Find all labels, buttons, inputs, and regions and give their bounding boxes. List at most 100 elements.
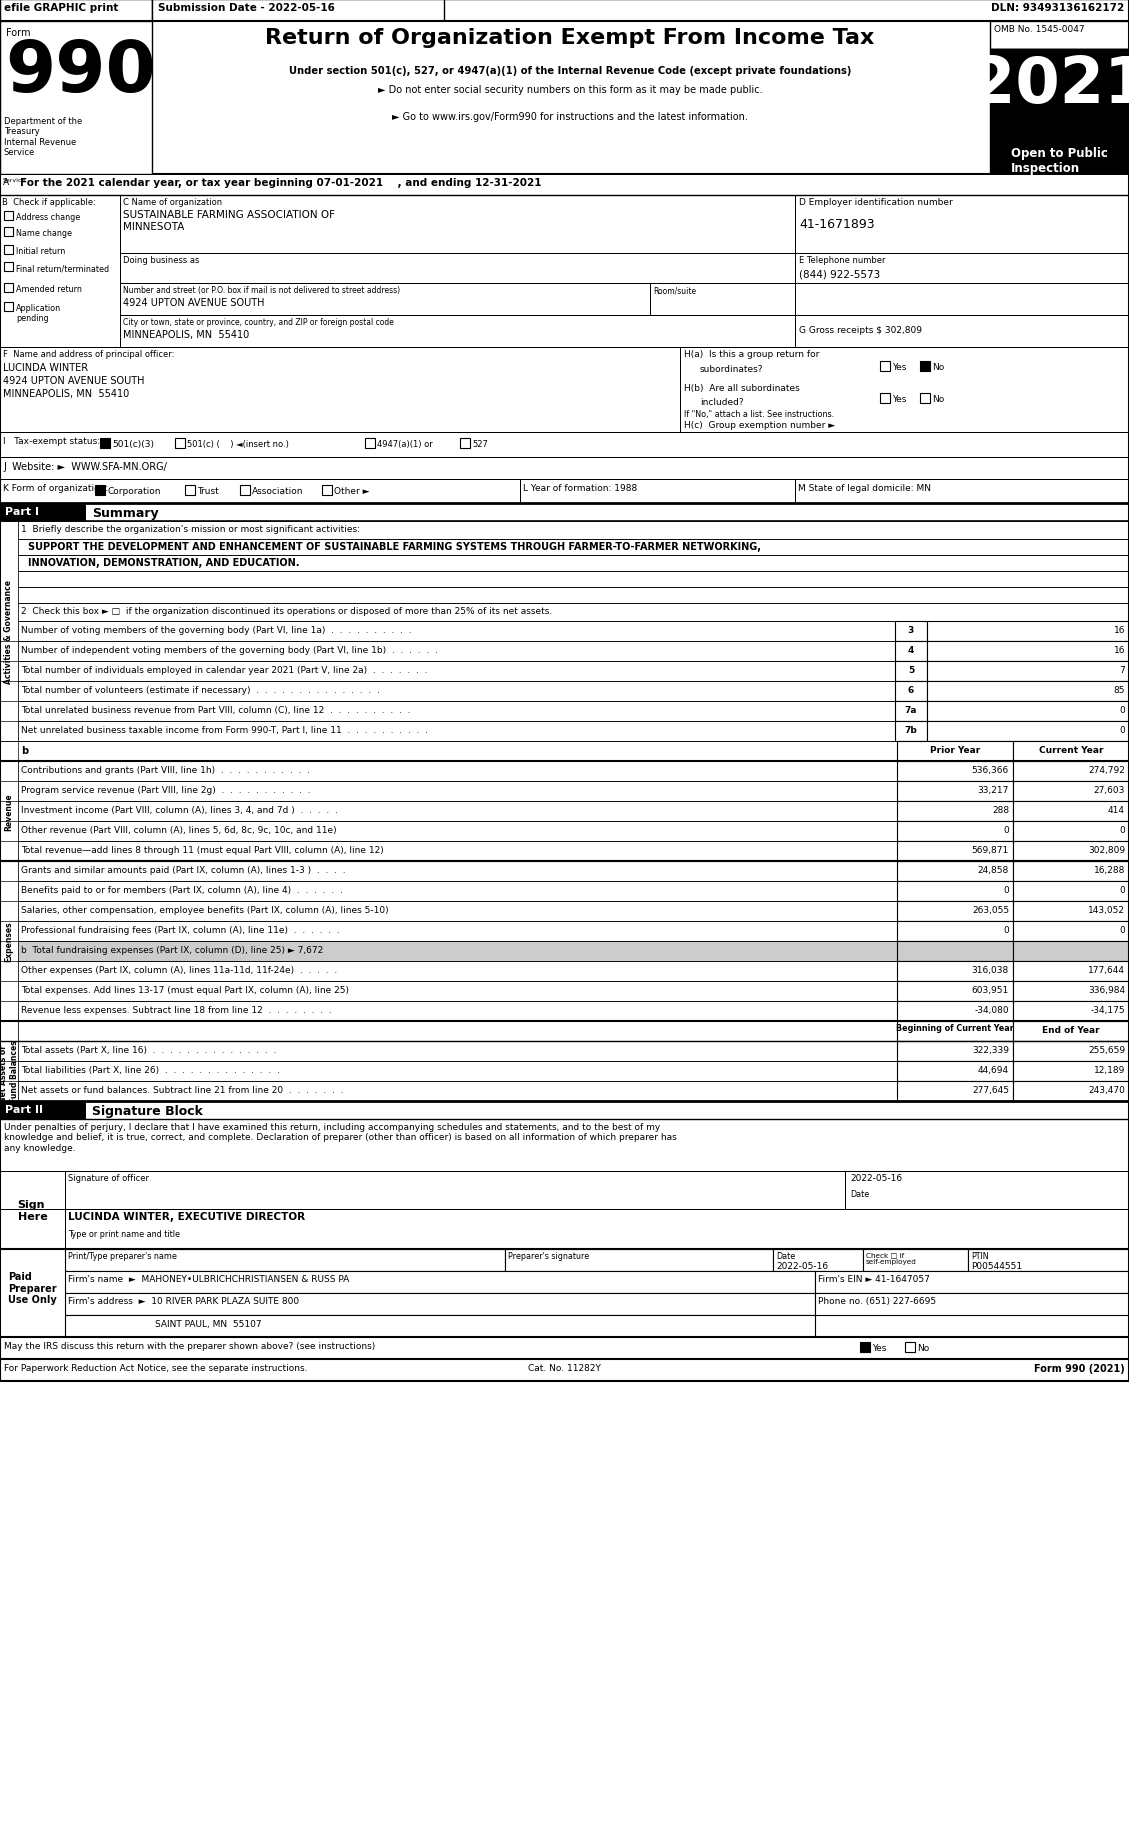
Bar bbox=[0, 348, 680, 432]
Bar bbox=[898, 941, 1013, 961]
Text: 336,984: 336,984 bbox=[1088, 986, 1124, 994]
Text: Address change: Address change bbox=[16, 212, 80, 221]
Bar bbox=[927, 662, 1129, 681]
Bar bbox=[0, 522, 18, 741]
Text: City or town, state or province, country, and ZIP or foreign postal code: City or town, state or province, country… bbox=[123, 318, 394, 328]
Bar bbox=[65, 1250, 505, 1272]
Bar bbox=[18, 587, 1129, 604]
Bar bbox=[898, 1001, 1013, 1021]
Bar bbox=[898, 842, 1013, 862]
Text: SUSTAINABLE FARMING ASSOCIATION OF
MINNESOTA: SUSTAINABLE FARMING ASSOCIATION OF MINNE… bbox=[123, 210, 335, 231]
Text: 4924 UPTON AVENUE SOUTH: 4924 UPTON AVENUE SOUTH bbox=[123, 298, 264, 307]
Text: INNOVATION, DEMONSTRATION, AND EDUCATION.: INNOVATION, DEMONSTRATION, AND EDUCATION… bbox=[28, 558, 299, 567]
Text: 603,951: 603,951 bbox=[972, 986, 1009, 994]
Bar bbox=[0, 22, 152, 176]
Bar bbox=[898, 1061, 1013, 1082]
Bar bbox=[898, 902, 1013, 922]
Bar bbox=[1013, 981, 1129, 1001]
Text: 274,792: 274,792 bbox=[1088, 765, 1124, 774]
Text: Investment income (Part VIII, column (A), lines 3, 4, and 7d )  .  .  .  .  .: Investment income (Part VIII, column (A)… bbox=[21, 805, 338, 814]
Text: MINNEAPOLIS, MN  55410: MINNEAPOLIS, MN 55410 bbox=[123, 329, 250, 340]
Bar bbox=[815, 1294, 1129, 1316]
Text: 7: 7 bbox=[1119, 666, 1124, 675]
Text: May the IRS discuss this return with the preparer shown above? (see instructions: May the IRS discuss this return with the… bbox=[5, 1341, 375, 1351]
Text: Part I: Part I bbox=[5, 507, 40, 516]
Bar bbox=[65, 1171, 844, 1210]
Bar bbox=[0, 1120, 1129, 1171]
Bar bbox=[815, 1272, 1129, 1294]
Text: M State of legal domicile: MN: M State of legal domicile: MN bbox=[798, 483, 931, 492]
Text: 6: 6 bbox=[908, 686, 914, 695]
Bar bbox=[1013, 1001, 1129, 1021]
Bar bbox=[18, 761, 898, 781]
Bar bbox=[795, 196, 1129, 254]
Bar bbox=[240, 485, 250, 496]
Bar bbox=[18, 1082, 898, 1102]
Bar bbox=[5, 284, 14, 293]
Bar bbox=[990, 135, 1129, 198]
Text: If "No," attach a list. See instructions.: If "No," attach a list. See instructions… bbox=[684, 410, 834, 419]
Text: Benefits paid to or for members (Part IX, column (A), line 4)  .  .  .  .  .  .: Benefits paid to or for members (Part IX… bbox=[21, 886, 343, 895]
Text: Amended return: Amended return bbox=[16, 285, 82, 295]
Text: 3: 3 bbox=[908, 626, 914, 635]
Bar bbox=[18, 781, 898, 802]
Bar bbox=[505, 1250, 773, 1272]
Bar bbox=[898, 1082, 1013, 1102]
Text: Other expenses (Part IX, column (A), lines 11a-11d, 11f-24e)  .  .  .  .  .: Other expenses (Part IX, column (A), lin… bbox=[21, 966, 338, 974]
Text: Under penalties of perjury, I declare that I have examined this return, includin: Under penalties of perjury, I declare th… bbox=[5, 1122, 676, 1153]
Text: End of Year: End of Year bbox=[1042, 1025, 1100, 1034]
Text: A: A bbox=[3, 178, 9, 187]
Text: Signature of officer: Signature of officer bbox=[68, 1173, 149, 1182]
Bar bbox=[0, 1338, 1129, 1360]
Bar bbox=[898, 922, 1013, 941]
Bar bbox=[795, 284, 1129, 317]
Text: Yes: Yes bbox=[892, 362, 907, 371]
Bar bbox=[968, 1250, 1129, 1272]
Bar bbox=[185, 485, 195, 496]
Bar bbox=[120, 317, 795, 348]
Text: Date: Date bbox=[850, 1190, 869, 1199]
Bar bbox=[18, 842, 898, 862]
Bar bbox=[18, 1061, 898, 1082]
Bar bbox=[1013, 1021, 1129, 1041]
Bar bbox=[898, 981, 1013, 1001]
Text: Total unrelated business revenue from Part VIII, column (C), line 12  .  .  .  .: Total unrelated business revenue from Pa… bbox=[21, 706, 411, 714]
Text: G Gross receipts $ 302,809: G Gross receipts $ 302,809 bbox=[799, 326, 922, 335]
Bar bbox=[18, 1041, 898, 1061]
Text: Net unrelated business taxable income from Form 990-T, Part I, line 11  .  .  . : Net unrelated business taxable income fr… bbox=[21, 727, 428, 734]
Bar bbox=[5, 245, 14, 254]
Text: -34,080: -34,080 bbox=[974, 1005, 1009, 1014]
Bar bbox=[0, 479, 520, 503]
Bar bbox=[18, 556, 1129, 571]
Bar bbox=[5, 264, 14, 273]
Text: efile GRAPHIC print: efile GRAPHIC print bbox=[5, 4, 119, 13]
Bar bbox=[18, 822, 898, 842]
Bar bbox=[0, 458, 1129, 479]
Bar bbox=[460, 439, 470, 448]
Text: SUPPORT THE DEVELOPMENT AND ENHANCEMENT OF SUSTAINABLE FARMING SYSTEMS THROUGH F: SUPPORT THE DEVELOPMENT AND ENHANCEMENT … bbox=[28, 542, 761, 551]
Text: DLN: 93493136162172: DLN: 93493136162172 bbox=[991, 4, 1124, 13]
Text: 7a: 7a bbox=[904, 706, 917, 714]
Bar bbox=[65, 1316, 815, 1338]
Text: Date: Date bbox=[776, 1252, 795, 1261]
Text: H(a)  Is this a group return for: H(a) Is this a group return for bbox=[684, 350, 820, 359]
Bar bbox=[680, 348, 1129, 432]
Text: 33,217: 33,217 bbox=[978, 785, 1009, 794]
Text: Professional fundraising fees (Part IX, column (A), line 11e)  .  .  .  .  .  .: Professional fundraising fees (Part IX, … bbox=[21, 926, 340, 935]
Text: Under section 501(c), 527, or 4947(a)(1) of the Internal Revenue Code (except pr: Under section 501(c), 527, or 4947(a)(1)… bbox=[289, 66, 851, 77]
Text: 0: 0 bbox=[1119, 886, 1124, 895]
Bar bbox=[18, 721, 895, 741]
Text: PTIN: PTIN bbox=[971, 1252, 989, 1261]
Bar bbox=[175, 439, 185, 448]
Bar bbox=[895, 662, 927, 681]
Text: Part II: Part II bbox=[5, 1103, 43, 1114]
Bar bbox=[18, 741, 898, 761]
Text: 0: 0 bbox=[1119, 727, 1124, 734]
Text: 24,858: 24,858 bbox=[978, 866, 1009, 875]
Bar bbox=[898, 741, 1013, 761]
Text: Number of independent voting members of the governing body (Part VI, line 1b)  .: Number of independent voting members of … bbox=[21, 646, 438, 655]
Text: 16,288: 16,288 bbox=[1094, 866, 1124, 875]
Text: 2022-05-16: 2022-05-16 bbox=[776, 1261, 829, 1270]
Bar bbox=[0, 432, 1129, 458]
Text: Paid
Preparer
Use Only: Paid Preparer Use Only bbox=[8, 1272, 56, 1305]
